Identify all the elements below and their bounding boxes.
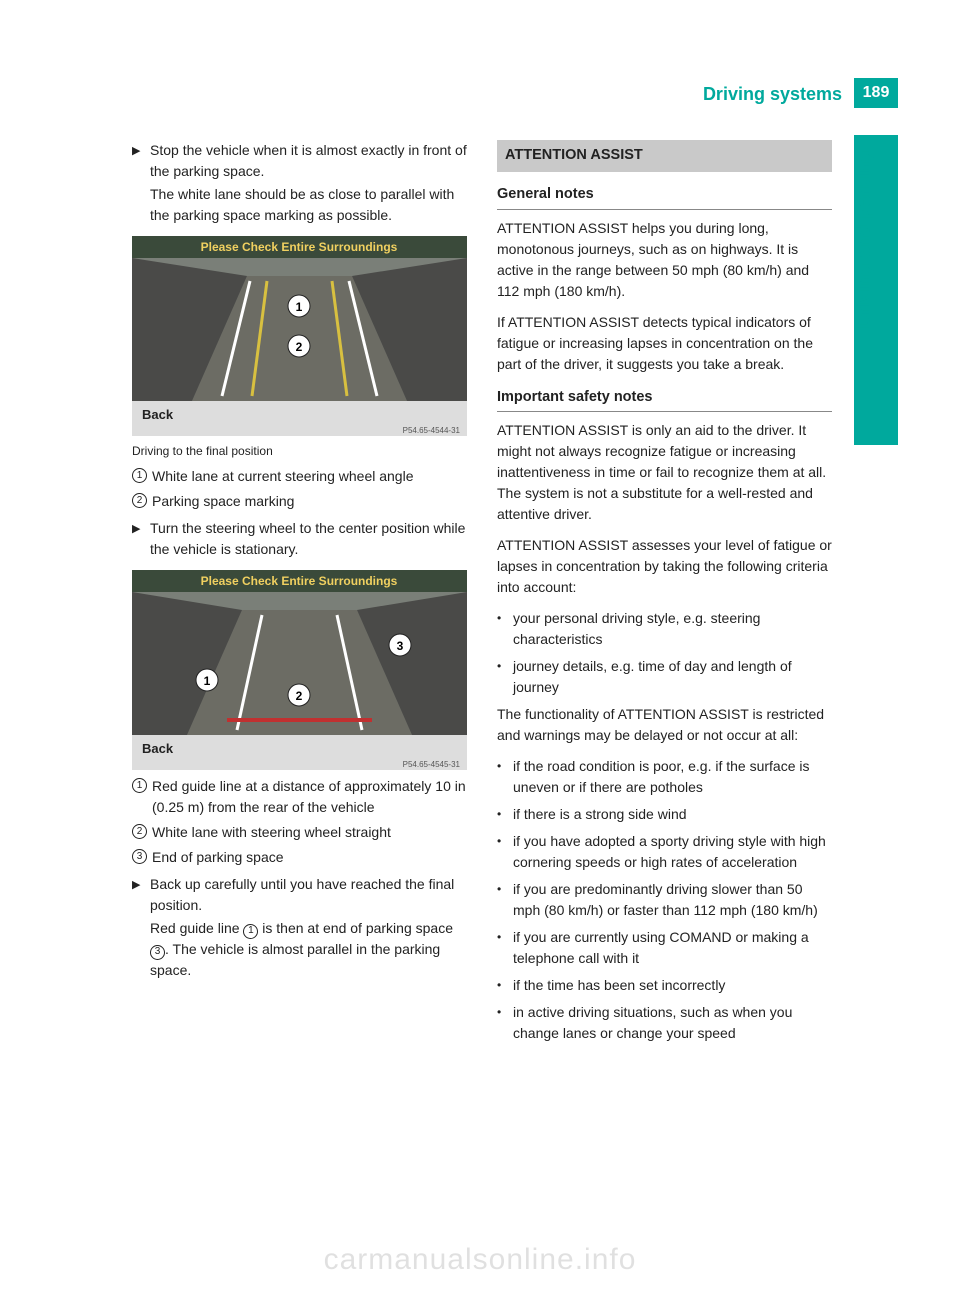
bullet-icon: • [497,831,513,873]
side-label: Driving and parking [850,150,879,328]
legend-item: 1 Red guide line at a distance of approx… [132,776,467,818]
svg-text:1: 1 [296,300,303,314]
paragraph: The functionality of ATTENTION ASSIST is… [497,704,832,746]
paragraph: If ATTENTION ASSIST detects typical indi… [497,312,832,375]
bullet-text: journey details, e.g. time of day and le… [513,656,832,698]
bullet-text: if there is a strong side wind [513,804,832,825]
legend-text: White lane at current steering wheel ang… [152,466,467,487]
step-body: Back up carefully until you have reached… [150,874,467,983]
legend-marker: 1 [132,776,152,818]
legend-text: White lane with steering wheel straight [152,822,467,843]
figure-parking-view-2: Please Check Entire Surroundings 1 2 3 B… [132,570,467,770]
instruction-step: ▶ Stop the vehicle when it is almost exa… [132,140,467,228]
instruction-step: ▶ Turn the steering wheel to the center … [132,518,467,562]
section-title: Driving systems [703,78,854,108]
subheading: Important safety notes [497,387,832,413]
svg-text:3: 3 [397,639,404,653]
step-arrow-icon: ▶ [132,140,150,228]
paragraph: ATTENTION ASSIST helps you during long, … [497,218,832,302]
figure-caption: Driving to the final position [132,442,467,460]
paragraph: ATTENTION ASSIST assesses your level of … [497,535,832,598]
legend-marker: 1 [132,466,152,487]
bullet-item: • if the road condition is poor, e.g. if… [497,756,832,798]
banner-text: Please Check Entire Surroundings [201,240,398,254]
bullet-text: if the road condition is poor, e.g. if t… [513,756,832,798]
legend-marker: 2 [132,822,152,843]
instruction-step: ▶ Back up carefully until you have reach… [132,874,467,983]
legend-marker: 3 [132,847,152,868]
bullet-icon: • [497,879,513,921]
parking-camera-illustration: Please Check Entire Surroundings 1 2 3 B… [132,570,467,770]
watermark: carmanualsonline.info [0,1237,960,1282]
bullet-item: • if you are currently using COMAND or m… [497,927,832,969]
bullet-text: if you are currently using COMAND or mak… [513,927,832,969]
bullet-text: if you are predominantly driving slower … [513,879,832,921]
figure-stamp: P54.65-4545-31 [403,760,461,769]
svg-text:2: 2 [296,689,303,703]
inline-ref: 1 [243,924,258,939]
bullet-item: • in active driving situations, such as … [497,1002,832,1044]
bullet-item: • if the time has been set incorrectly [497,975,832,996]
figure-parking-view-1: Please Check Entire Surroundings 1 2 [132,236,467,436]
legend-text: End of parking space [152,847,467,868]
parking-camera-illustration: Please Check Entire Surroundings 1 2 [132,236,467,436]
step-body: Turn the steering wheel to the center po… [150,518,467,562]
step-text: Turn the steering wheel to the center po… [150,518,467,560]
banner-text: Please Check Entire Surroundings [201,574,398,588]
back-button-label: Back [142,407,174,422]
page-number: 189 [854,78,898,108]
bullet-icon: • [497,975,513,996]
step-arrow-icon: ▶ [132,518,150,562]
bullet-item: • if you have adopted a sporty driving s… [497,831,832,873]
legend-marker: 2 [132,491,152,512]
step-body: Stop the vehicle when it is almost exact… [150,140,467,228]
bullet-text: if the time has been set incorrectly [513,975,832,996]
legend-text: Parking space marking [152,491,467,512]
svg-text:2: 2 [296,340,303,354]
bullet-icon: • [497,756,513,798]
figure-stamp: P54.65-4544-31 [403,426,461,435]
bullet-icon: • [497,927,513,969]
bullet-item: • if there is a strong side wind [497,804,832,825]
legend-item: 2 White lane with steering wheel straigh… [132,822,467,843]
step-text: Back up carefully until you have reached… [150,874,467,916]
right-column: ATTENTION ASSIST General notes ATTENTION… [497,140,832,1050]
step-text: Stop the vehicle when it is almost exact… [150,140,467,182]
legend-item: 3 End of parking space [132,847,467,868]
bullet-item: • your personal driving style, e.g. stee… [497,608,832,650]
legend-item: 2 Parking space marking [132,491,467,512]
inline-ref: 3 [150,945,165,960]
back-button-label: Back [142,741,174,756]
step-arrow-icon: ▶ [132,874,150,983]
subheading: General notes [497,184,832,210]
section-heading: ATTENTION ASSIST [497,140,832,172]
bullet-item: • if you are predominantly driving slowe… [497,879,832,921]
legend-item: 1 White lane at current steering wheel a… [132,466,467,487]
legend-text: Red guide line at a distance of approxim… [152,776,467,818]
bullet-icon: • [497,1002,513,1044]
bullet-icon: • [497,656,513,698]
bullet-text: your personal driving style, e.g. steeri… [513,608,832,650]
bullet-text: if you have adopted a sporty driving sty… [513,831,832,873]
step-text: The white lane should be as close to par… [150,184,467,226]
page-header: Driving systems 189 [703,78,898,108]
step-text: Red guide line 1 is then at end of parki… [150,918,467,981]
paragraph: ATTENTION ASSIST is only an aid to the d… [497,420,832,525]
page-content: ▶ Stop the vehicle when it is almost exa… [132,140,832,1050]
bullet-text: in active driving situations, such as wh… [513,1002,832,1044]
left-column: ▶ Stop the vehicle when it is almost exa… [132,140,467,1050]
bullet-item: • journey details, e.g. time of day and … [497,656,832,698]
svg-text:1: 1 [204,674,211,688]
bullet-icon: • [497,804,513,825]
bullet-icon: • [497,608,513,650]
